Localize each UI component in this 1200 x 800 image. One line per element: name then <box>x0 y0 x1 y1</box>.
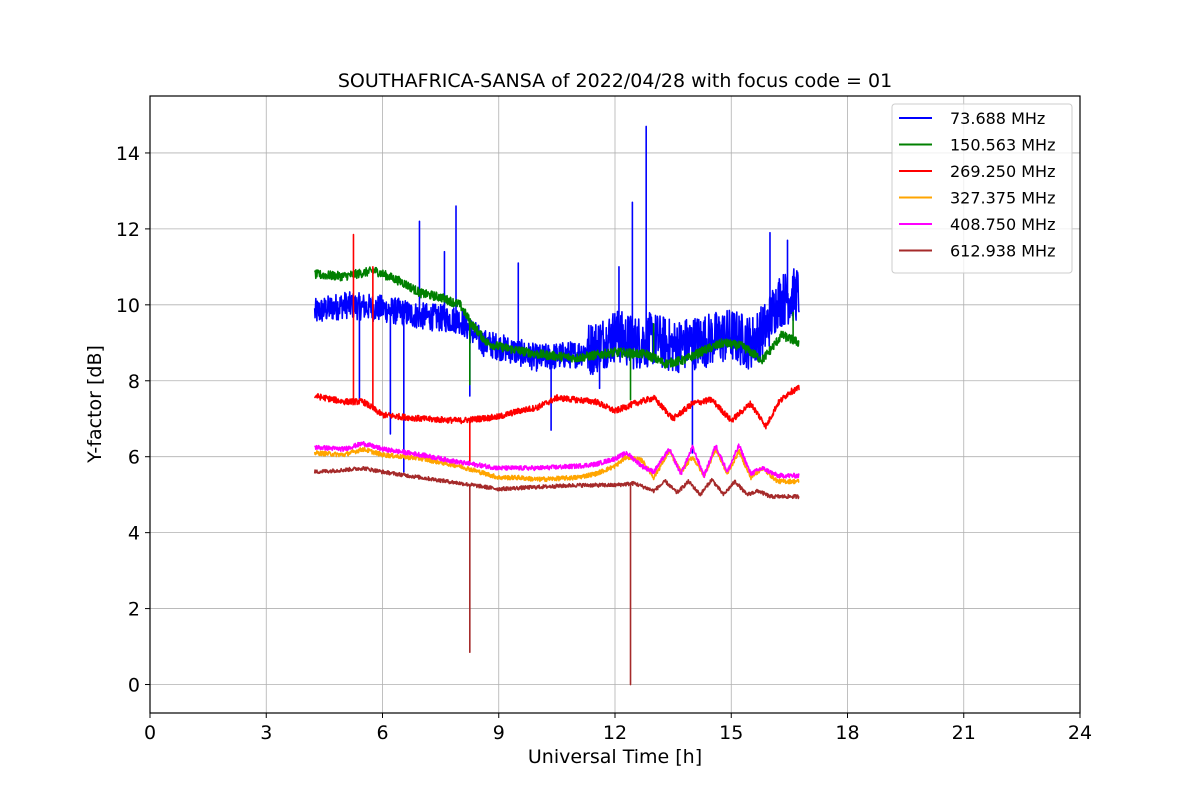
series-line-4 <box>313 446 800 485</box>
x-tick-label: 0 <box>144 722 156 744</box>
series-line-3 <box>313 233 800 466</box>
x-axis: 0 3 6 9 12 15 18 21 24 <box>144 713 1092 744</box>
y-tick-label: 12 <box>116 219 140 241</box>
x-axis-label: Universal Time [h] <box>528 746 702 768</box>
y-axis: 0 2 4 6 8 10 12 14 <box>116 143 150 697</box>
y-tick-label: 0 <box>128 675 140 697</box>
series-line-6 <box>313 465 800 686</box>
x-tick-label: 24 <box>1068 722 1092 744</box>
x-tick-label: 9 <box>493 722 505 744</box>
series-line-2 <box>313 266 800 401</box>
legend: 73.688 MHz 150.563 MHz 269.250 MHz 327.375 … <box>891 103 1073 274</box>
legend-entry: 408.750 MHz <box>950 215 1055 234</box>
y-tick-label: 10 <box>116 295 140 317</box>
x-tick-label: 3 <box>260 722 272 744</box>
series-layer <box>313 125 800 686</box>
series-line-5 <box>314 440 800 479</box>
x-tick-label: 6 <box>376 722 388 744</box>
x-tick-label: 12 <box>603 722 627 744</box>
y-tick-label: 6 <box>128 447 140 469</box>
y-tick-label: 14 <box>116 143 140 165</box>
y-tick-label: 4 <box>128 523 140 545</box>
legend-entry: 73.688 MHz <box>950 109 1045 128</box>
legend-entry: 327.375 MHz <box>950 189 1055 208</box>
legend-box <box>891 103 1073 274</box>
series-line-1 <box>313 125 800 473</box>
y-axis-label: Y-factor [dB] <box>84 345 106 464</box>
x-tick-label: 15 <box>719 722 743 744</box>
chart-title: SOUTHAFRICA-SANSA of 2022/04/28 with foc… <box>338 70 892 92</box>
x-tick-label: 21 <box>952 722 976 744</box>
legend-entry: 269.250 MHz <box>950 162 1055 181</box>
legend-entry: 150.563 MHz <box>950 136 1055 155</box>
y-tick-label: 2 <box>128 599 140 621</box>
y-tick-label: 8 <box>128 371 140 393</box>
x-tick-label: 18 <box>835 722 859 744</box>
legend-entry: 612.938 MHz <box>950 242 1055 261</box>
